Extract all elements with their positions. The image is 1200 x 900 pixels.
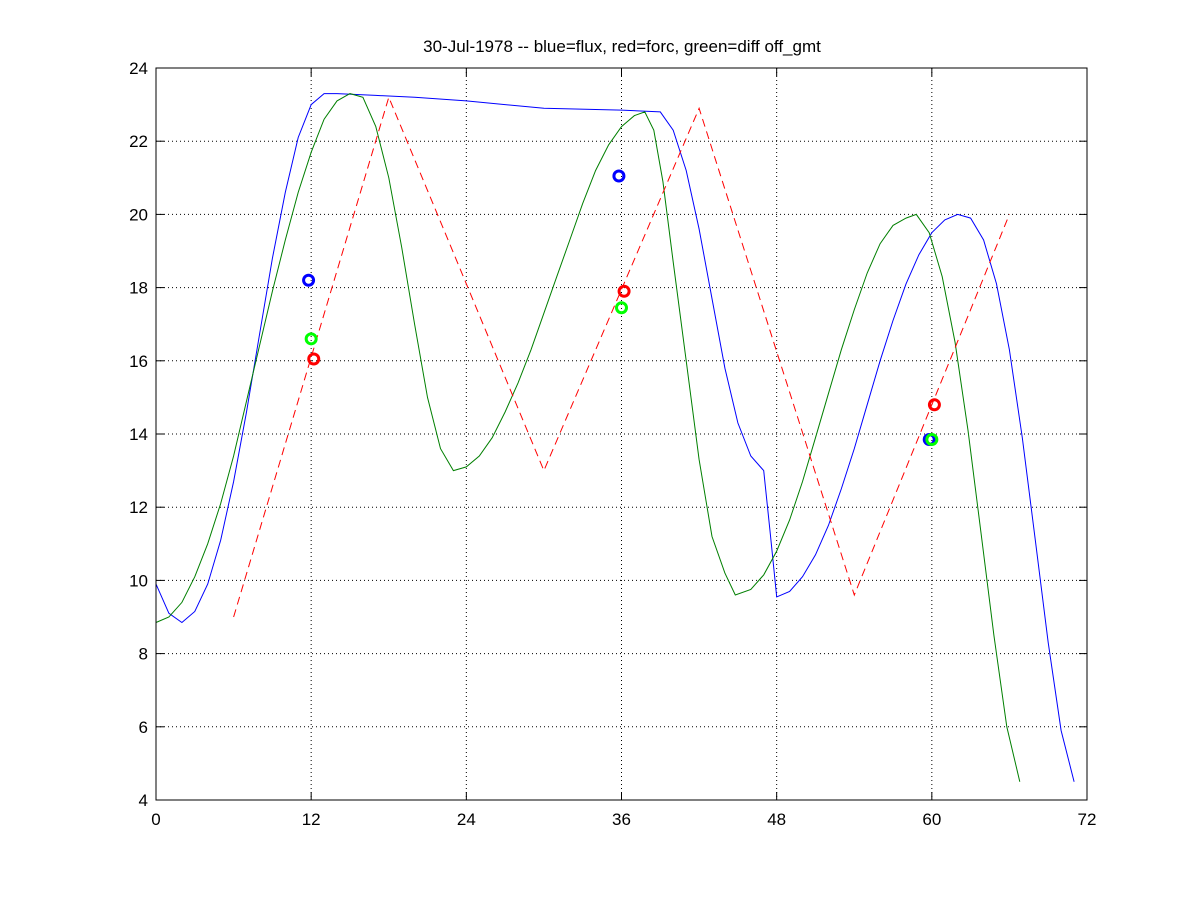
- marker-forc: [307, 352, 321, 366]
- y-tick-label: 12: [129, 498, 148, 517]
- x-tick-label: 72: [1078, 810, 1097, 829]
- marker-diff: [304, 332, 318, 346]
- y-tick-label: 6: [139, 718, 148, 737]
- x-tick-label: 12: [302, 810, 321, 829]
- marker-diff: [615, 301, 628, 315]
- x-tick-label: 48: [767, 810, 786, 829]
- y-tick-label: 16: [129, 352, 148, 371]
- marker-forc: [617, 284, 631, 298]
- marker-flux: [302, 273, 316, 287]
- marker-diff: [925, 432, 939, 446]
- x-tick-label: 24: [457, 810, 476, 829]
- y-tick-label: 4: [139, 791, 148, 810]
- x-tick-labels: 0 12 24 36 48 60 72: [151, 810, 1096, 829]
- y-tick-label: 18: [129, 279, 148, 298]
- y-tick-label: 8: [139, 645, 148, 664]
- y-tick-label: 24: [129, 59, 148, 78]
- y-tick-label: 10: [129, 571, 148, 590]
- y-tick-label: 20: [129, 205, 148, 224]
- series-layer: [155, 93, 1075, 782]
- y-tick-labels: 4 6 8 10 12 14 16 18 20 22 24: [129, 59, 148, 810]
- marker-layer: [302, 169, 941, 446]
- tick-marks: [155, 67, 1088, 801]
- y-tick-label: 14: [129, 425, 148, 444]
- series-line-diff: [155, 93, 1021, 782]
- chart-title: 30-Jul-1978 -- blue=flux, red=forc, gree…: [423, 37, 821, 56]
- marker-forc: [927, 398, 941, 412]
- x-tick-label: 0: [151, 810, 160, 829]
- x-tick-label: 60: [922, 810, 941, 829]
- marker-flux: [612, 169, 626, 183]
- y-tick-label: 22: [129, 132, 148, 151]
- plot-area: [156, 68, 1087, 800]
- series-line-flux: [155, 93, 1075, 782]
- x-tick-label: 36: [612, 810, 631, 829]
